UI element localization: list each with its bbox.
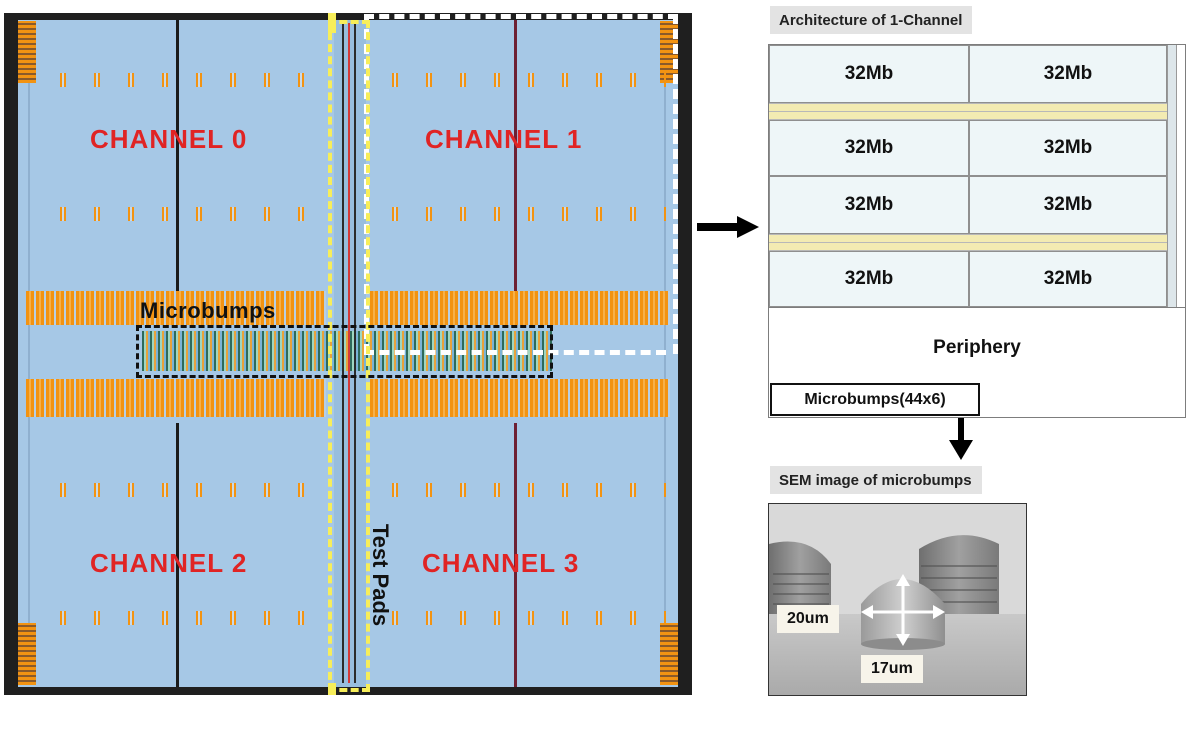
die-edge-line — [664, 53, 666, 663]
dot-row — [44, 73, 324, 87]
pad-block — [370, 379, 670, 417]
corner-structure — [660, 623, 678, 685]
bank-divider — [176, 20, 179, 306]
sem-title: SEM image of microbumps — [770, 466, 982, 494]
bank-divider — [514, 20, 517, 306]
sem-width-label: 17um — [861, 655, 923, 683]
channel-architecture: 32Mb 32Mb 32Mb 32Mb 32Mb 32Mb 32Mb 32Mb … — [768, 44, 1186, 418]
dot-row — [376, 73, 666, 87]
channel-1-outline — [673, 14, 678, 354]
dot-row — [376, 207, 666, 221]
periphery-divider — [769, 307, 1185, 308]
channel-0-label: CHANNEL 0 — [90, 124, 248, 154]
memory-bank: 32Mb — [969, 120, 1167, 176]
dot-row — [44, 483, 324, 497]
bank-stripe — [769, 234, 1167, 243]
periphery-label: Periphery — [933, 337, 1021, 358]
bank-side-column — [1167, 45, 1177, 307]
pad-block — [26, 291, 326, 325]
memory-bank: 32Mb — [969, 176, 1167, 234]
bank-stripe — [769, 242, 1167, 251]
channel-1-label: CHANNEL 1 — [425, 124, 583, 154]
memory-bank: 32Mb — [769, 176, 969, 234]
memory-bank: 32Mb — [969, 251, 1167, 307]
pad-block — [26, 379, 326, 417]
spine-wire — [348, 23, 350, 683]
die-edge-line — [28, 53, 30, 663]
bank-divider — [514, 423, 517, 687]
microbumps-label: Microbumps — [140, 298, 276, 323]
test-pads-label: Test Pads — [368, 523, 394, 627]
dot-row — [44, 611, 324, 625]
bank-stripe — [769, 103, 1167, 112]
memory-bank: 32Mb — [969, 45, 1167, 103]
dot-row — [376, 483, 666, 497]
channel-2-label: CHANNEL 2 — [90, 548, 248, 578]
channel-1-region — [366, 20, 678, 306]
sem-image: 20um 17um — [768, 503, 1027, 696]
architecture-title: Architecture of 1-Channel — [770, 6, 973, 34]
channel-3-label: CHANNEL 3 — [422, 548, 580, 578]
corner-structure — [18, 623, 36, 685]
bank-stripe — [769, 111, 1167, 120]
channel-1-outline — [364, 14, 678, 19]
die-layout — [4, 13, 692, 695]
dot-row — [376, 611, 666, 625]
corner-structure — [18, 21, 36, 83]
memory-bank: 32Mb — [769, 120, 969, 176]
microbumps-outline — [136, 325, 553, 378]
microbumps-box: Microbumps(44x6) — [770, 383, 980, 416]
dot-row — [44, 207, 324, 221]
spine-wire — [354, 23, 356, 683]
sem-height-label: 20um — [777, 605, 839, 633]
spine-wire — [342, 23, 344, 683]
bank-divider — [176, 423, 179, 687]
pad-block — [370, 291, 670, 325]
memory-bank: 32Mb — [769, 45, 969, 103]
channel-1-outline — [364, 350, 666, 355]
arrow-down-icon — [949, 414, 973, 460]
test-pads-outline — [328, 20, 370, 692]
channel-3-region — [366, 421, 678, 687]
arrow-right-icon — [697, 216, 759, 238]
memory-bank: 32Mb — [769, 251, 969, 307]
